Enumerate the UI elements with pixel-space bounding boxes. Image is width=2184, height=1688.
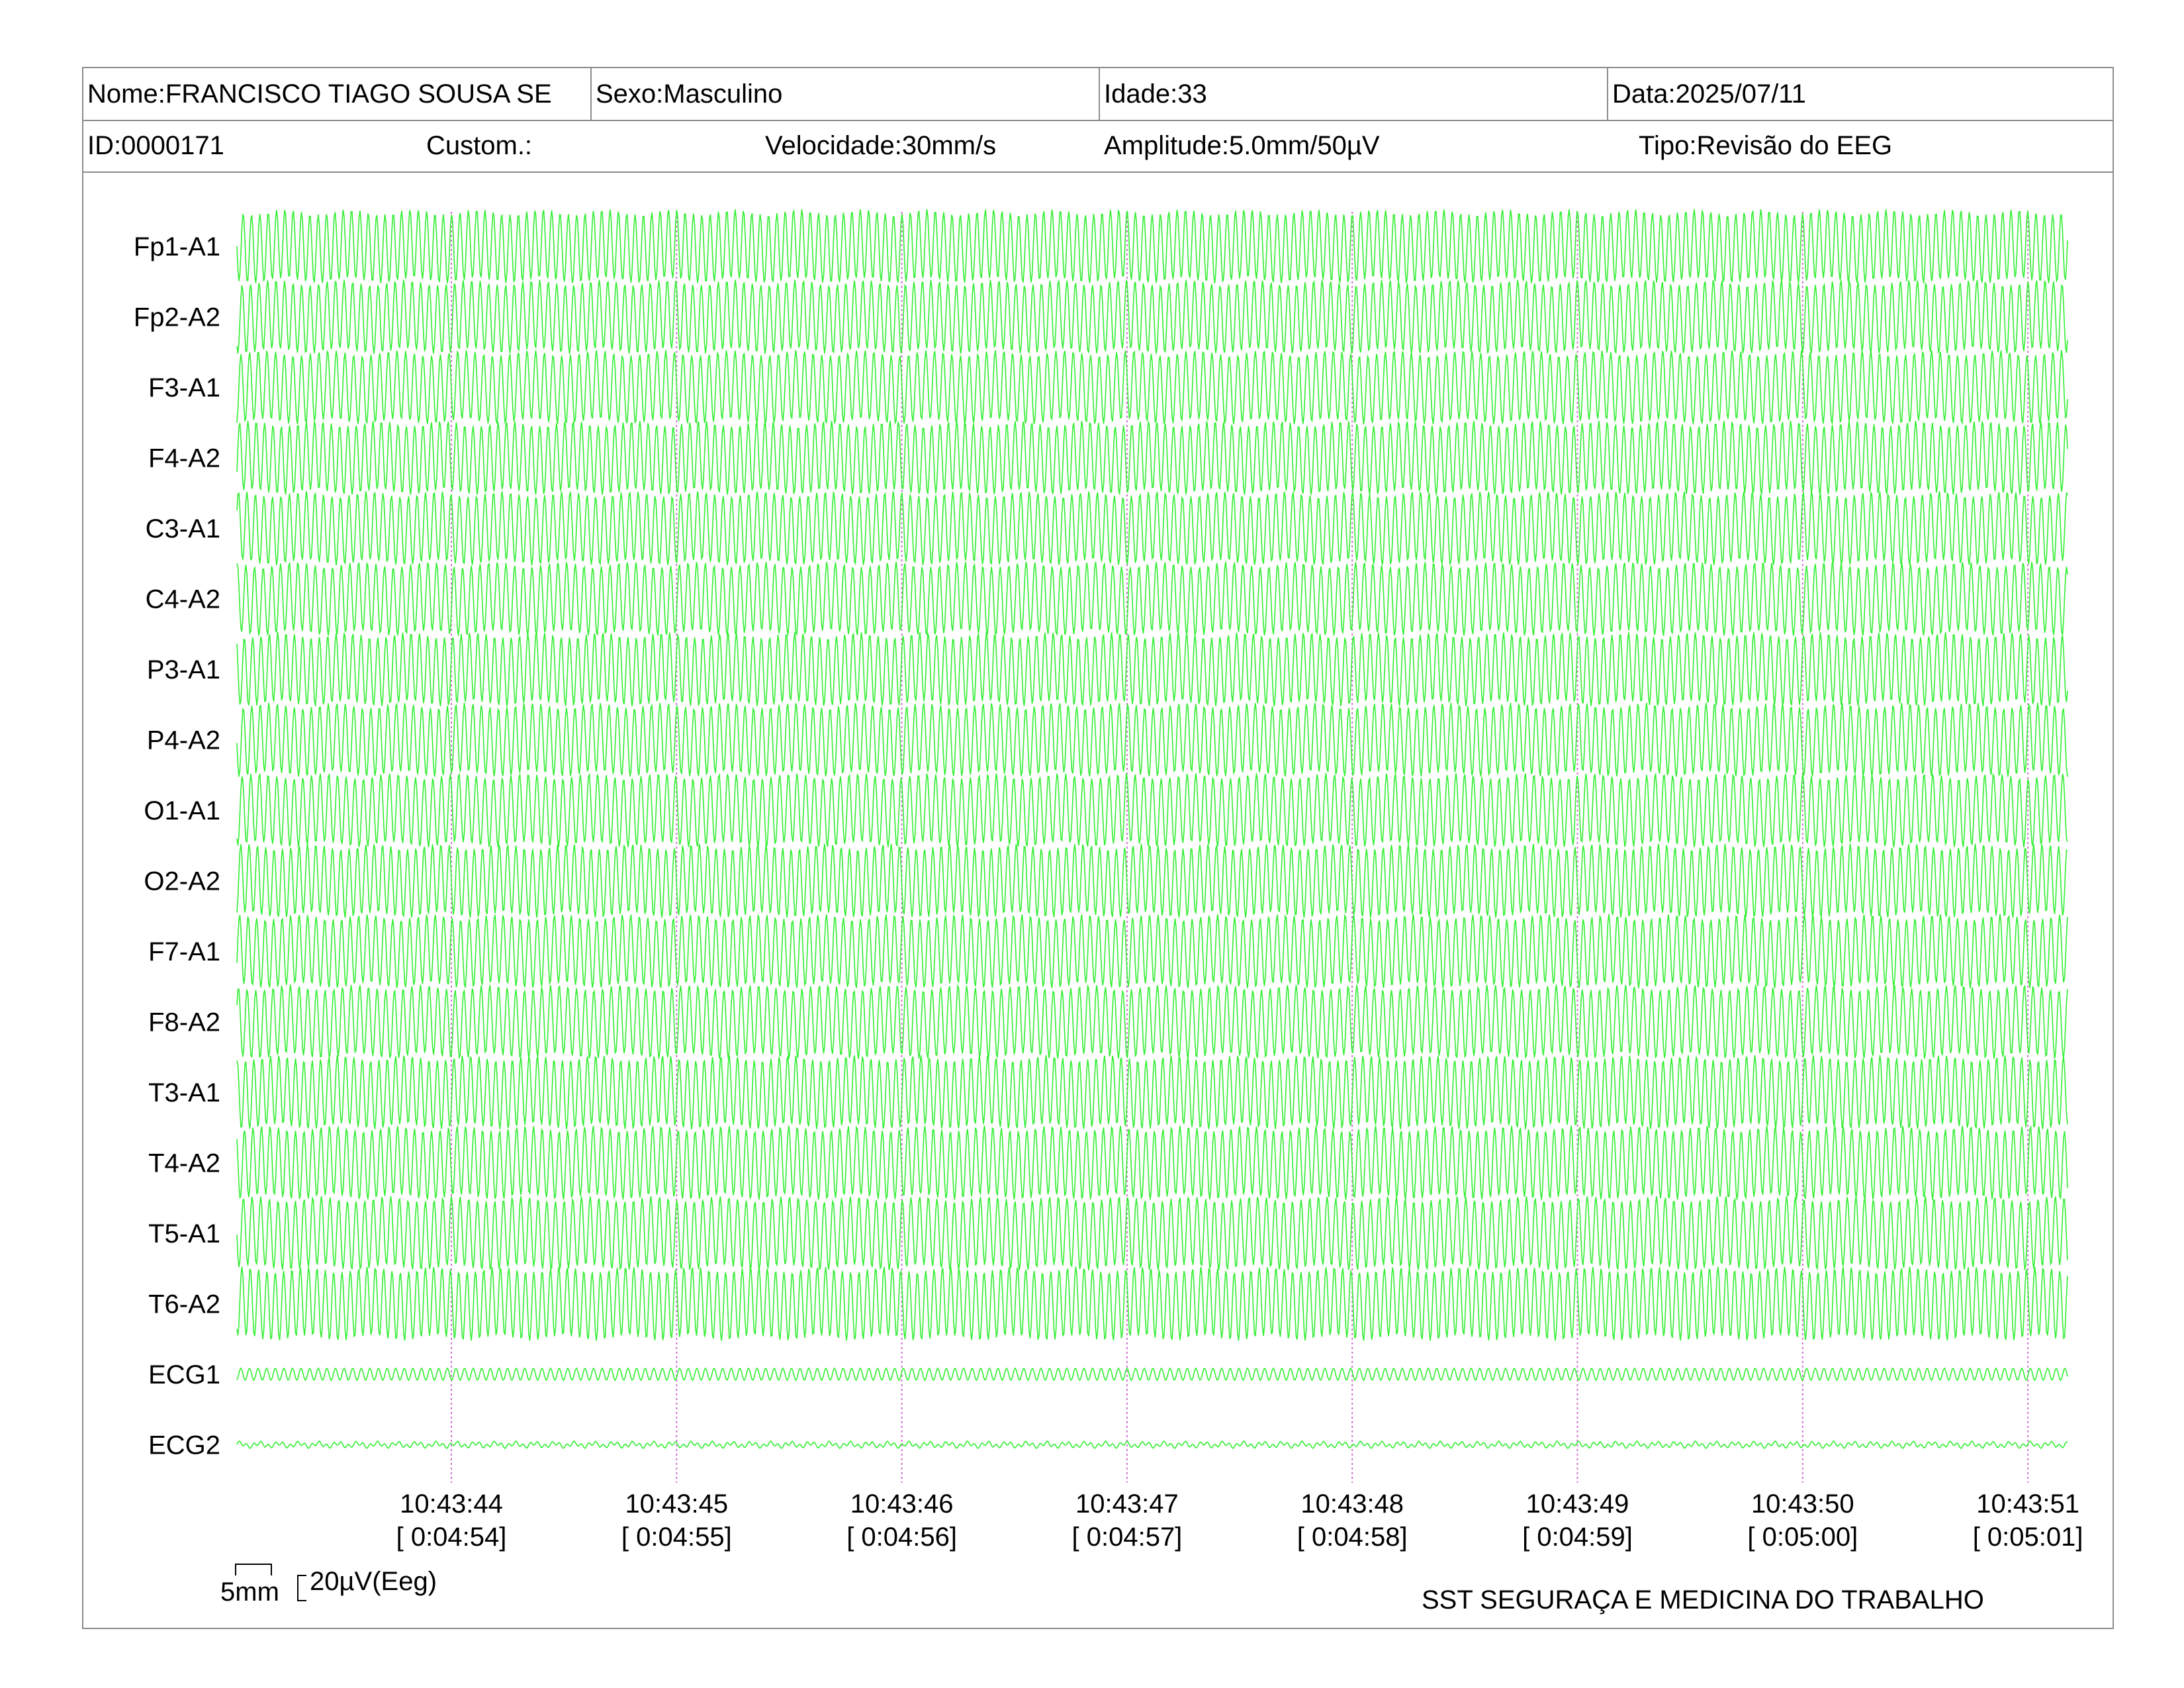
time-marker-clock: 10:43:44 [400,1489,503,1519]
report-frame: Nome:FRANCISCO TIAGO SOUSA SE Sexo:Mascu… [82,67,2114,1629]
time-marker-elapsed: [ 0:04:54] [396,1523,507,1552]
channel-trace [236,914,2068,989]
channel-label: T6-A2 [148,1290,220,1319]
amplitude-setting: Amplitude:5.0mm/50µV [1104,131,1380,160]
time-marker-clock: 10:43:50 [1751,1489,1854,1519]
channel-trace [236,350,2068,426]
channel-label: F4-A2 [148,444,220,473]
channel-trace [236,1440,2068,1450]
channel-trace [236,420,2068,495]
scale-bar-time-mark [235,1564,272,1575]
channel-label: T3-A1 [148,1078,220,1107]
channel-trace [236,1125,2068,1201]
paper-speed: Velocidade:30mm/s [765,131,997,160]
channel-trace [236,1196,2068,1271]
channel-trace [236,773,2068,848]
recording-type: Tipo:Revisão do EEG [1639,131,1893,160]
header-cell-divider [1607,68,1608,120]
channel-trace [236,632,2068,707]
eeg-traces [236,209,2068,1450]
time-marker-clock: 10:43:45 [625,1489,728,1519]
scale-bar-amp-mark [297,1575,306,1601]
channel-trace [236,1266,2068,1341]
channel-label: Fp1-A1 [134,232,220,261]
channel-label: C4-A2 [146,585,220,614]
channel-label: O1-A1 [144,796,220,825]
channel-trace [236,561,2068,636]
time-marker-elapsed: [ 0:04:58] [1297,1523,1408,1552]
custom-field: Custom.: [426,131,533,160]
channel-label: F8-A2 [148,1008,220,1037]
channel-label: O2-A2 [144,867,220,896]
header-divider [83,120,2113,121]
scale-bar-time-label: 5mm [220,1577,279,1607]
time-marker-clock: 10:43:49 [1526,1489,1629,1519]
channel-label: Fp2-A2 [134,303,220,332]
channel-label: T4-A2 [148,1149,220,1178]
header-cell-divider [1099,68,1100,120]
channel-label: F7-A1 [148,937,220,966]
channel-trace [236,279,2068,355]
time-marker-elapsed: [ 0:04:56] [846,1523,957,1552]
channel-trace [236,1367,2068,1382]
time-marker-lines [451,212,2029,1483]
time-marker-elapsed: [ 0:05:00] [1747,1523,1858,1552]
channel-trace [236,702,2068,778]
scale-bar: 5mm 20µV(Eeg) [220,1564,437,1607]
channel-trace [236,984,2068,1059]
header-cell-divider [590,68,592,120]
time-marker-elapsed: [ 0:04:59] [1522,1523,1633,1552]
scale-bar-amp-label: 20µV(Eeg) [310,1567,437,1596]
time-marker-elapsed: [ 0:04:57] [1072,1523,1183,1552]
time-marker-elapsed: [ 0:05:01] [1973,1523,2083,1552]
channel-label: P3-A1 [147,655,220,684]
record-date: Data:2025/07/11 [1612,79,1806,109]
channel-trace [236,209,2068,284]
channel-label: C3-A1 [146,514,220,543]
channel-label: ECG2 [148,1431,220,1460]
patient-id: ID:0000171 [87,131,224,160]
time-marker-clock: 10:43:47 [1075,1489,1179,1519]
header-bottom-border [83,171,2113,173]
time-marker-clock: 10:43:51 [1976,1489,2079,1519]
channel-label: F3-A1 [148,373,220,402]
company-name: SST SEGURAÇA E MEDICINA DO TRABALHO [1422,1585,1984,1615]
patient-age: Idade:33 [1104,79,1207,109]
time-marker-elapsed: [ 0:04:55] [621,1523,732,1552]
time-marker-clock: 10:43:46 [850,1489,954,1519]
channel-label: ECG1 [148,1360,220,1389]
channel-trace [236,843,2068,918]
channel-trace [236,491,2068,566]
patient-sex: Sexo:Masculino [596,79,783,109]
patient-name: Nome:FRANCISCO TIAGO SOUSA SE [87,79,552,109]
time-marker-clock: 10:43:48 [1300,1489,1404,1519]
channel-label: T5-A1 [148,1219,220,1248]
channel-label: P4-A2 [147,726,220,755]
time-axis-labels: 10:43:44 [ 0:04:54] 10:43:45 [ 0:04:55] 10:4… [396,1489,2083,1552]
channel-trace [236,1055,2068,1129]
channel-labels: Fp1-A1 Fp2-A2 F3-A1 F4-A2 C3-A1 C4-A2 P3-A1 P4-… [134,232,220,1460]
